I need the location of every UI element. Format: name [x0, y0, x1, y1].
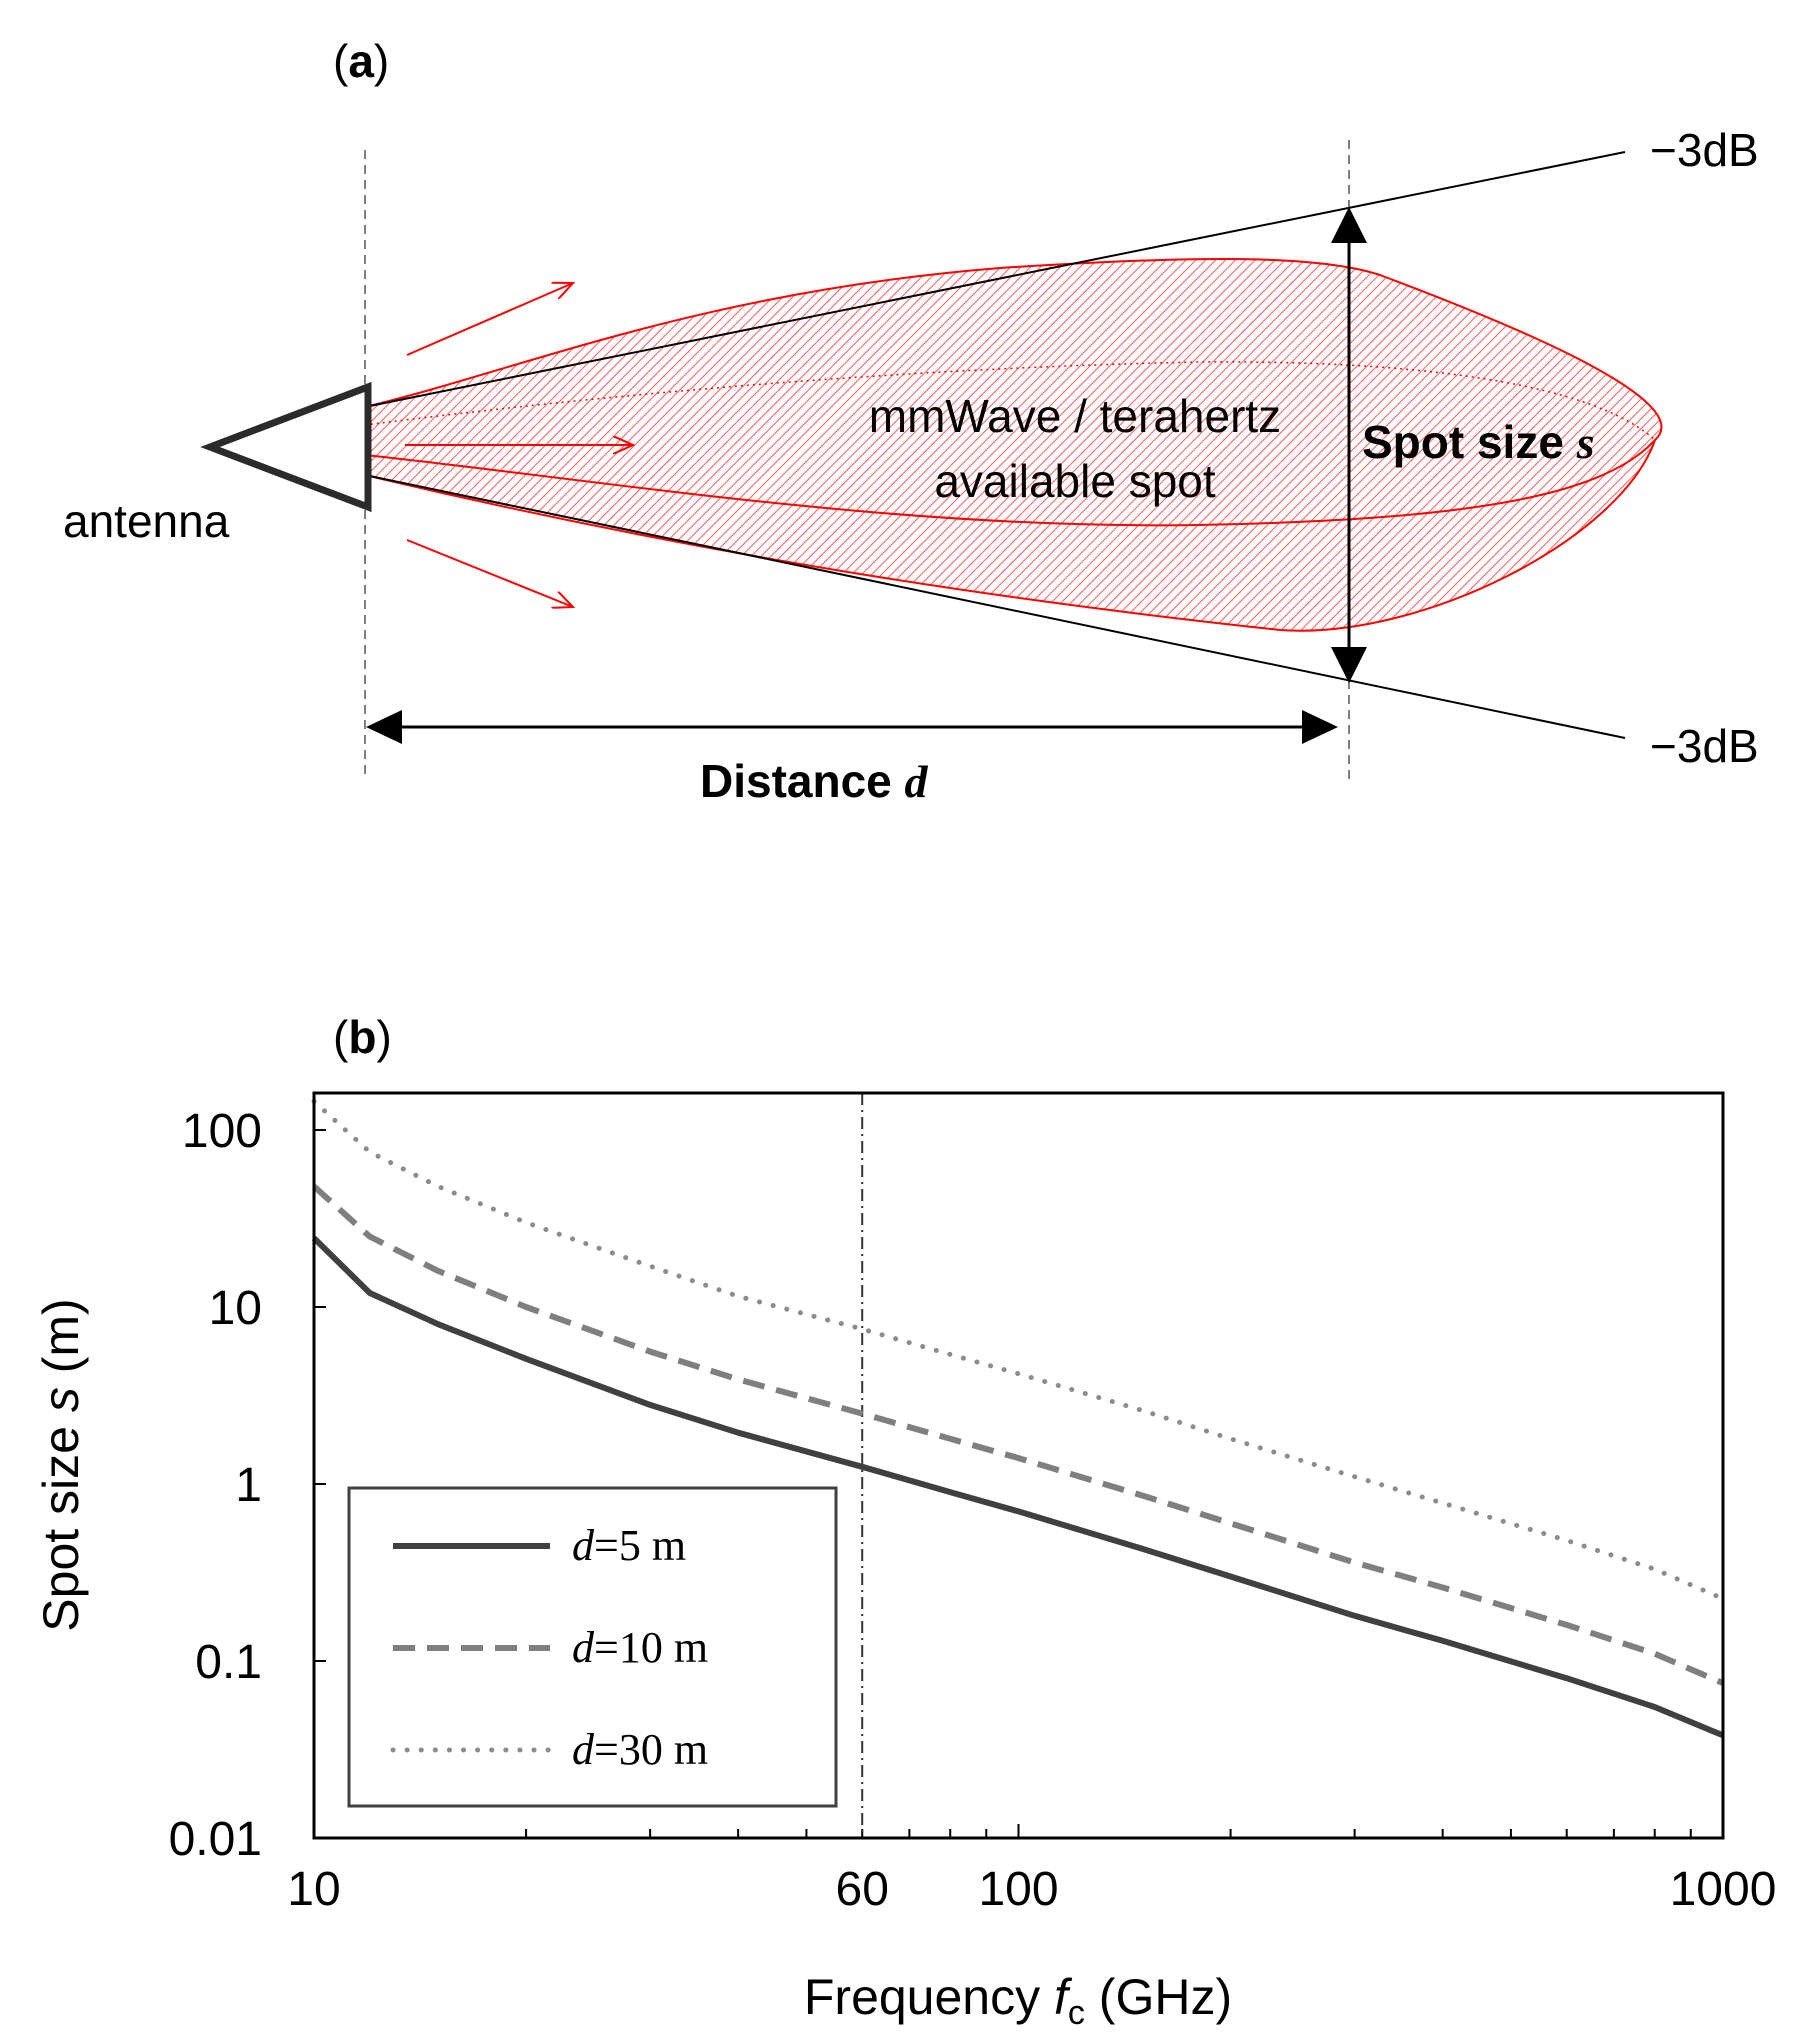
distance-arrowhead-right: [1302, 710, 1338, 744]
x-axis-label: Frequency fc (GHz): [804, 1969, 1232, 2032]
legend-label-d30: d=30 m: [572, 1725, 708, 1774]
x-tick-label: 10: [287, 1863, 340, 1916]
series-line-d10m: [311, 1184, 1725, 1686]
y-tick-label: 100: [182, 1105, 262, 1158]
legend-label-d10: d=10 m: [572, 1623, 708, 1672]
spot-size-label: Spot size s: [1362, 416, 1595, 468]
beam-text-line2: available spot: [934, 455, 1216, 507]
x-tick-label: 1000: [1670, 1863, 1777, 1916]
panel-b: (b) 10 60 100 1000 0.01 0.1 1 10 100 Frequency f…: [33, 1011, 1776, 2032]
x-tick-label: 100: [978, 1863, 1058, 1916]
series-line-d30m: [311, 1098, 1726, 1602]
distance-arrowhead-left: [366, 710, 402, 744]
legend-label-d5: d=5 m: [572, 1521, 686, 1570]
beam-text-line1: mmWave / terahertz: [869, 390, 1281, 442]
lower-3db-line: [364, 474, 1626, 739]
beam-inner-lobe-lower: [364, 439, 1656, 527]
x-tick-label: 60: [836, 1863, 889, 1916]
y-tick-label: 0.1: [195, 1636, 262, 1689]
upper-3db-line: [364, 151, 1626, 408]
plot-frame: [312, 1091, 1725, 1840]
distance-label: Distance d: [700, 755, 929, 807]
y-tick-label: 0.01: [169, 1813, 262, 1866]
chart-series: [311, 1098, 1726, 1739]
spot-size-arrowhead-bottom: [1331, 647, 1367, 683]
radiation-arrow-up: [406, 283, 573, 356]
panel-a-label: (a): [333, 35, 389, 87]
upper-3db-label: −3dB: [1650, 124, 1759, 176]
panel-a: (a) −3dB −3dB antenna mmWave / terahertz…: [63, 35, 1759, 807]
legend: d=5 m d=10 m d=30 m: [347, 1486, 838, 1808]
y-axis-label: Spot size s (m): [33, 1298, 89, 1631]
panel-b-label: (b): [333, 1011, 392, 1063]
series-line-d5m: [311, 1235, 1725, 1739]
antenna-label: antenna: [63, 495, 230, 547]
spot-size-arrowhead-top: [1331, 207, 1367, 243]
lower-3db-label: −3dB: [1650, 720, 1759, 772]
radiation-arrow-down: [406, 539, 573, 607]
y-tick-label: 10: [209, 1282, 262, 1335]
y-tick-label: 1: [235, 1459, 262, 1512]
beam-inner-lobe-upper: [364, 361, 1656, 441]
beam-lobe: [364, 257, 1663, 632]
antenna-shape: [200, 381, 372, 513]
